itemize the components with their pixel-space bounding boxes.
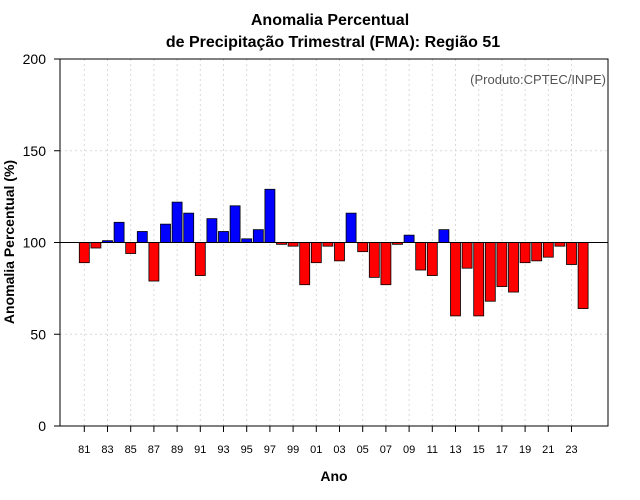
x-tick-label: 85	[125, 444, 137, 456]
bar-1992	[206, 218, 218, 243]
bar-2003	[334, 242, 345, 262]
x-tick-label: 09	[403, 444, 415, 456]
x-tick-label: 11	[427, 444, 438, 456]
bar-1987	[148, 242, 160, 282]
x-tick-label: 17	[496, 444, 508, 456]
x-tick-label: 83	[101, 444, 113, 456]
bar-1982	[90, 242, 102, 249]
bar-1989	[171, 201, 183, 243]
bar-2010	[415, 242, 427, 271]
bar-2005	[357, 242, 369, 253]
bar-2021	[542, 242, 554, 258]
bar-2004	[345, 212, 357, 243]
x-tick-label: 95	[241, 444, 253, 456]
x-tick-label: 93	[217, 444, 229, 456]
grid	[60, 58, 608, 427]
bar-2007	[380, 242, 392, 286]
bar-2023	[566, 242, 577, 265]
bar-1995	[241, 238, 253, 243]
x-tick-label: 01	[310, 444, 322, 456]
bar-1991	[194, 242, 206, 276]
x-tick-label: 87	[148, 444, 160, 456]
bar-2020	[531, 242, 543, 262]
bars	[78, 188, 589, 317]
x-tick-label: 07	[380, 444, 392, 456]
x-tick-label: 91	[194, 444, 206, 456]
bar-2013	[450, 242, 461, 317]
x-tick-label: 23	[565, 444, 577, 456]
x-tick-label: 81	[78, 444, 90, 456]
chart-title: Anomalia Percentual	[251, 12, 409, 29]
y-tick-label: 0	[38, 418, 46, 434]
bar-2014	[461, 242, 473, 269]
bar-1984	[113, 221, 125, 243]
bar-1994	[229, 205, 241, 243]
y-axis: 0 50 100 150 200	[23, 51, 60, 434]
x-tick-label: 19	[519, 444, 531, 456]
y-tick-label: 200	[23, 51, 47, 67]
x-tick-label: 99	[287, 444, 299, 456]
bar-2019	[519, 242, 531, 264]
bar-1988	[160, 223, 171, 243]
bar-1985	[125, 242, 137, 254]
bar-2024	[577, 242, 589, 309]
bar-1996	[252, 229, 264, 243]
bar-2018	[508, 242, 519, 293]
source-annotation: (Produto:CPTEC/INPE)	[470, 72, 606, 87]
bar-2011	[426, 242, 438, 276]
x-tick-label: 13	[449, 444, 461, 456]
x-tick-label: 97	[264, 444, 276, 456]
x-tick-label: 05	[357, 444, 369, 456]
x-axis: 81 83 85 87 89 91 93 95 97 99 01 03 05 07 09 11 13 15 17 19…	[78, 426, 578, 456]
bar-2000	[299, 242, 311, 286]
x-axis-label: Ano	[320, 468, 347, 484]
bar-2001	[310, 242, 322, 264]
bar-1990	[183, 212, 195, 243]
bar-2012	[438, 229, 450, 243]
x-tick-label: 89	[171, 444, 183, 456]
x-tick-label: 15	[473, 444, 485, 456]
y-axis-label: Anomalia Percentual (%)	[1, 160, 17, 324]
chart-subtitle: de Precipitação Trimestral (FMA): Região…	[166, 34, 500, 51]
y-tick-label: 100	[23, 235, 47, 251]
bar-1999	[287, 242, 299, 247]
y-tick-label: 150	[23, 143, 47, 159]
y-tick-label: 50	[30, 326, 46, 342]
bar-2009	[403, 234, 415, 243]
bar-2016	[484, 242, 496, 302]
bar-2017	[496, 242, 508, 287]
bar-2006	[368, 242, 380, 278]
x-tick-label: 03	[333, 444, 345, 456]
bar-2022	[554, 242, 566, 247]
bar-1986	[136, 231, 148, 243]
bar-2015	[473, 242, 485, 317]
bar-1997	[264, 188, 276, 243]
bar-2002	[322, 242, 334, 247]
bar-1981	[78, 242, 90, 264]
x-tick-label: 21	[542, 444, 554, 456]
bar-1993	[218, 231, 229, 243]
